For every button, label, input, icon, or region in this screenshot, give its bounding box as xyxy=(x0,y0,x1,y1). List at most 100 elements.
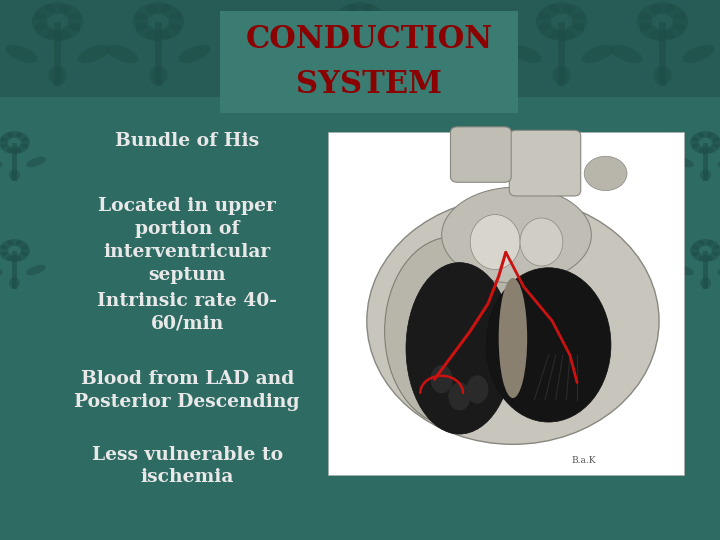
Ellipse shape xyxy=(406,262,513,434)
Ellipse shape xyxy=(362,23,383,39)
Ellipse shape xyxy=(610,45,643,63)
Ellipse shape xyxy=(467,376,488,403)
Ellipse shape xyxy=(32,12,48,31)
Ellipse shape xyxy=(572,12,588,31)
Ellipse shape xyxy=(307,45,341,63)
FancyBboxPatch shape xyxy=(328,132,684,475)
Ellipse shape xyxy=(486,268,611,422)
Ellipse shape xyxy=(639,4,660,20)
Ellipse shape xyxy=(698,255,713,262)
Ellipse shape xyxy=(1,240,13,249)
Ellipse shape xyxy=(564,4,585,20)
Ellipse shape xyxy=(1,132,13,141)
FancyBboxPatch shape xyxy=(356,22,364,86)
Ellipse shape xyxy=(649,29,675,41)
Ellipse shape xyxy=(707,252,719,261)
Text: Blood from LAD and
Posterior Descending: Blood from LAD and Posterior Descending xyxy=(74,370,300,411)
FancyBboxPatch shape xyxy=(703,143,708,181)
Ellipse shape xyxy=(6,255,22,262)
FancyBboxPatch shape xyxy=(12,143,17,181)
FancyBboxPatch shape xyxy=(659,22,666,86)
Ellipse shape xyxy=(665,4,685,20)
Text: SYSTEM: SYSTEM xyxy=(296,69,442,100)
Ellipse shape xyxy=(7,239,22,246)
Ellipse shape xyxy=(337,4,358,20)
Ellipse shape xyxy=(45,2,71,14)
Ellipse shape xyxy=(431,366,452,393)
Ellipse shape xyxy=(581,45,614,63)
Ellipse shape xyxy=(16,240,28,249)
Ellipse shape xyxy=(366,198,659,444)
Ellipse shape xyxy=(26,265,46,275)
Ellipse shape xyxy=(16,132,28,141)
Ellipse shape xyxy=(717,157,720,167)
Ellipse shape xyxy=(5,45,38,63)
Ellipse shape xyxy=(717,265,720,275)
Ellipse shape xyxy=(692,240,704,249)
Ellipse shape xyxy=(337,23,358,39)
Ellipse shape xyxy=(701,170,711,180)
Ellipse shape xyxy=(584,156,627,191)
Ellipse shape xyxy=(161,23,181,39)
Ellipse shape xyxy=(509,45,542,63)
Ellipse shape xyxy=(520,218,563,266)
Ellipse shape xyxy=(636,12,652,31)
Ellipse shape xyxy=(441,187,591,283)
Ellipse shape xyxy=(60,23,81,39)
Ellipse shape xyxy=(0,157,3,167)
Ellipse shape xyxy=(470,214,520,269)
Ellipse shape xyxy=(132,12,148,31)
Ellipse shape xyxy=(0,137,9,148)
Ellipse shape xyxy=(35,23,55,39)
FancyBboxPatch shape xyxy=(558,22,565,86)
Ellipse shape xyxy=(7,131,22,138)
Ellipse shape xyxy=(370,12,386,31)
Ellipse shape xyxy=(45,29,71,41)
Ellipse shape xyxy=(711,245,720,256)
Ellipse shape xyxy=(539,4,559,20)
Ellipse shape xyxy=(674,157,694,167)
Ellipse shape xyxy=(549,2,575,14)
Ellipse shape xyxy=(168,12,184,31)
Ellipse shape xyxy=(347,2,373,14)
Ellipse shape xyxy=(553,66,571,85)
FancyBboxPatch shape xyxy=(54,22,61,86)
Text: Intrinsic rate 40-
60/min: Intrinsic rate 40- 60/min xyxy=(97,292,277,333)
FancyBboxPatch shape xyxy=(703,251,708,289)
FancyBboxPatch shape xyxy=(509,130,581,196)
Text: Located in upper
portion of
interventricular
septum: Located in upper portion of interventric… xyxy=(98,197,276,284)
Ellipse shape xyxy=(6,147,22,154)
Ellipse shape xyxy=(384,237,520,426)
Ellipse shape xyxy=(178,45,211,63)
FancyBboxPatch shape xyxy=(451,127,511,183)
Ellipse shape xyxy=(672,12,688,31)
Text: Bundle of His: Bundle of His xyxy=(115,132,259,150)
Ellipse shape xyxy=(654,66,671,85)
Ellipse shape xyxy=(536,12,552,31)
FancyBboxPatch shape xyxy=(12,251,17,289)
Ellipse shape xyxy=(20,245,30,256)
Ellipse shape xyxy=(161,4,181,20)
Ellipse shape xyxy=(77,45,110,63)
Text: B.a.K: B.a.K xyxy=(572,456,597,465)
Ellipse shape xyxy=(692,252,704,261)
Ellipse shape xyxy=(347,29,373,41)
Ellipse shape xyxy=(707,144,719,153)
Ellipse shape xyxy=(9,170,20,180)
Ellipse shape xyxy=(692,132,704,141)
Ellipse shape xyxy=(334,12,350,31)
Text: Less vulnerable to
ischemia: Less vulnerable to ischemia xyxy=(91,446,283,487)
Text: CONDUCTION: CONDUCTION xyxy=(246,24,492,55)
Ellipse shape xyxy=(539,23,559,39)
Ellipse shape xyxy=(449,383,470,410)
Ellipse shape xyxy=(674,265,694,275)
Ellipse shape xyxy=(707,240,719,249)
Ellipse shape xyxy=(499,278,527,398)
Ellipse shape xyxy=(711,137,720,148)
Ellipse shape xyxy=(639,23,660,39)
Ellipse shape xyxy=(698,147,713,154)
Ellipse shape xyxy=(701,278,711,288)
Ellipse shape xyxy=(1,144,13,153)
Ellipse shape xyxy=(682,45,715,63)
Ellipse shape xyxy=(0,265,3,275)
